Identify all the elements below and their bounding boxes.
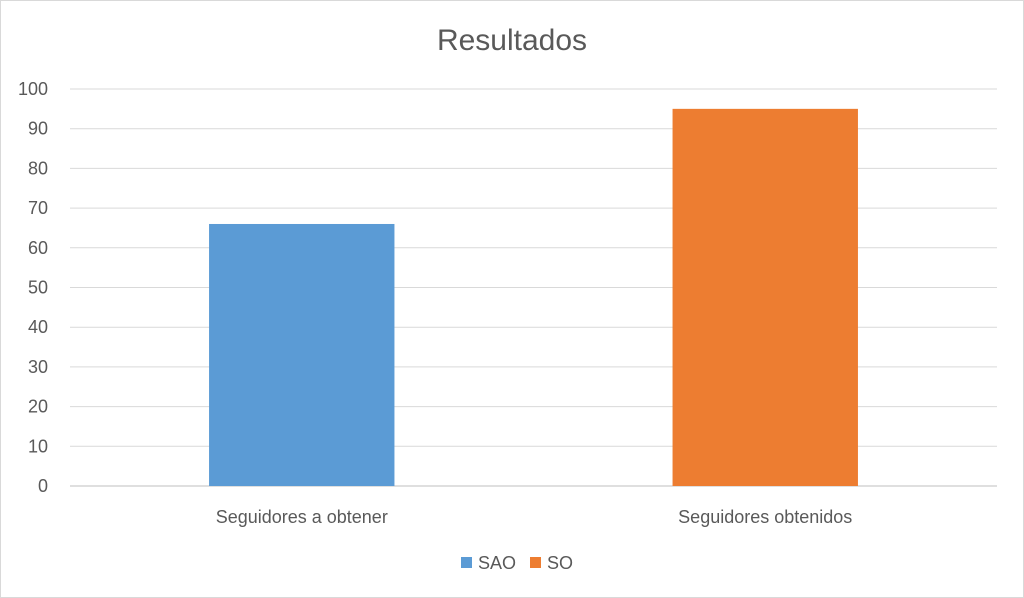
y-tick-label: 0 (38, 476, 48, 496)
y-tick-label: 10 (28, 436, 48, 456)
bar-sao (209, 223, 395, 487)
legend-label-sao: SAO (478, 553, 516, 573)
legend-label-so: SO (547, 553, 573, 573)
legend-swatch-sao (461, 557, 472, 568)
y-tick-label: 50 (28, 278, 48, 298)
y-tick-label: 70 (28, 198, 48, 218)
x-tick-label: Seguidores obtenidos (678, 507, 852, 527)
y-tick-label: 100 (18, 79, 48, 99)
y-tick-label: 40 (28, 317, 48, 337)
y-tick-label: 60 (28, 238, 48, 258)
chart-title: Resultados (437, 24, 587, 57)
bars (209, 108, 858, 487)
bar-so (672, 108, 858, 486)
legend-swatch-so (530, 557, 541, 568)
y-tick-label: 20 (28, 397, 48, 417)
y-tick-label: 80 (28, 158, 48, 178)
legend: SAO SO (461, 553, 573, 573)
x-axis: Seguidores a obtener Seguidores obtenidos (216, 507, 853, 527)
y-tick-label: 30 (28, 357, 48, 377)
y-axis: 0 10 20 30 40 50 60 70 80 90 100 (18, 79, 48, 496)
y-tick-label: 90 (28, 119, 48, 139)
x-tick-label: Seguidores a obtener (216, 507, 388, 527)
